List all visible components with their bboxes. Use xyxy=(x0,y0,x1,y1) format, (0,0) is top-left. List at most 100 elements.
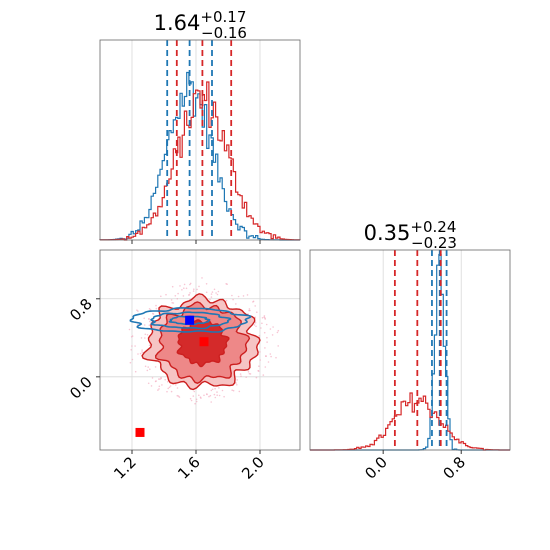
scatter-point xyxy=(235,382,237,384)
scatter-point xyxy=(264,318,267,320)
scatter-point xyxy=(155,380,157,382)
scatter-point xyxy=(164,378,166,381)
scatter-point xyxy=(255,325,257,328)
scatter-point xyxy=(265,355,267,357)
scatter-point xyxy=(221,389,224,392)
scatter-point xyxy=(232,298,234,301)
scatter-point xyxy=(254,305,256,307)
scatter-point xyxy=(193,288,195,291)
scatter-point xyxy=(214,387,216,390)
scatter-point xyxy=(143,324,146,326)
scatter-point xyxy=(182,295,185,297)
scatter-point xyxy=(235,303,237,305)
scatter-point xyxy=(214,396,217,399)
scatter-point xyxy=(160,376,162,379)
scatter-point xyxy=(160,295,162,298)
scatter-point xyxy=(217,290,220,293)
scatter-point xyxy=(199,396,202,399)
scatter-point xyxy=(171,285,174,288)
scatter-point xyxy=(210,296,213,298)
scatter-point xyxy=(263,331,266,334)
scatter-point xyxy=(223,395,225,398)
scatter-point xyxy=(146,334,149,336)
scatter-point xyxy=(148,344,151,347)
scatter-point xyxy=(192,395,195,397)
scatter-point xyxy=(205,291,208,294)
scatter-point xyxy=(255,311,258,314)
scatter-point xyxy=(161,384,163,386)
histogram-series-red xyxy=(310,392,510,451)
scatter-point xyxy=(232,389,235,392)
scatter-point xyxy=(147,366,149,368)
histogram-panel-param1: 1.64+0.17 −0.16 xyxy=(99,8,301,244)
scatter-point xyxy=(176,298,179,300)
scatter-point xyxy=(183,283,186,286)
scatter-point xyxy=(238,390,241,393)
scatter-point xyxy=(179,285,181,287)
scatter-point xyxy=(247,371,250,373)
scatter-point xyxy=(139,352,142,355)
scatter-point xyxy=(137,353,139,355)
scatter-point xyxy=(130,336,133,338)
scatter-point xyxy=(216,394,218,397)
scatter-point xyxy=(148,320,151,323)
histogram-panel-param2-quantile-lines xyxy=(393,250,448,450)
histogram-panel-param1-frame xyxy=(99,39,301,241)
scatter-point xyxy=(203,394,205,397)
scatter-point xyxy=(169,385,172,387)
x-tick-label-1.6: 1.6 xyxy=(174,453,204,483)
scatter-point xyxy=(189,397,192,400)
scatter-point xyxy=(261,322,263,325)
scatter-point xyxy=(131,345,133,347)
histogram-panel-param1-steps xyxy=(99,71,301,241)
scatter-point xyxy=(166,390,168,393)
scatter-point xyxy=(277,329,280,332)
y-tick-label-0.8: 0.8 xyxy=(66,295,96,325)
scatter-point xyxy=(248,308,251,310)
scatter-point xyxy=(216,293,219,296)
scatter-point xyxy=(261,317,264,319)
scatter-point xyxy=(245,376,247,379)
scatter-point xyxy=(192,290,195,292)
scatter-point xyxy=(188,294,190,296)
scatter-point xyxy=(149,368,151,371)
scatter-point xyxy=(185,287,188,290)
scatter-point xyxy=(242,295,245,297)
scatter-point xyxy=(140,337,143,339)
param1-title: 1.64+0.17 xyxy=(154,8,247,35)
param1-title-median: 1.64 xyxy=(154,11,201,35)
scatter-point xyxy=(196,288,198,291)
x-tick-label-2.0: 2.0 xyxy=(238,453,268,483)
joint-panel-blue-contours xyxy=(129,306,252,333)
scatter-point xyxy=(276,331,279,334)
scatter-point xyxy=(271,334,274,336)
scatter-point xyxy=(262,374,265,376)
scatter-point xyxy=(201,277,203,279)
scatter-point xyxy=(137,310,139,312)
param2-title-plus: +0.24 xyxy=(410,218,456,236)
scatter-point xyxy=(239,373,242,375)
scatter-point xyxy=(129,361,132,364)
scatter-point xyxy=(266,336,268,339)
contour-blue-level-2 xyxy=(150,311,232,330)
scatter-point xyxy=(210,401,212,403)
scatter-point xyxy=(258,335,261,337)
scatter-point xyxy=(174,295,177,297)
scatter-point xyxy=(157,389,159,391)
histogram-panel-param2-ticks: 0.0 0.8 xyxy=(361,450,469,483)
scatter-point xyxy=(166,381,169,383)
scatter-point xyxy=(150,385,153,387)
scatter-point xyxy=(158,378,160,380)
x-tick-label-1.2: 1.2 xyxy=(110,453,140,483)
scatter-point xyxy=(178,396,181,398)
scatter-point xyxy=(170,299,173,301)
scatter-point xyxy=(146,369,149,372)
scatter-point xyxy=(177,292,179,295)
scatter-point xyxy=(248,309,250,312)
scatter-point xyxy=(158,388,160,390)
scatter-point xyxy=(144,365,147,368)
histogram-panel-param1-background xyxy=(100,40,300,240)
scatter-point xyxy=(144,337,146,339)
param1-title-minus: −0.16 xyxy=(201,24,247,42)
